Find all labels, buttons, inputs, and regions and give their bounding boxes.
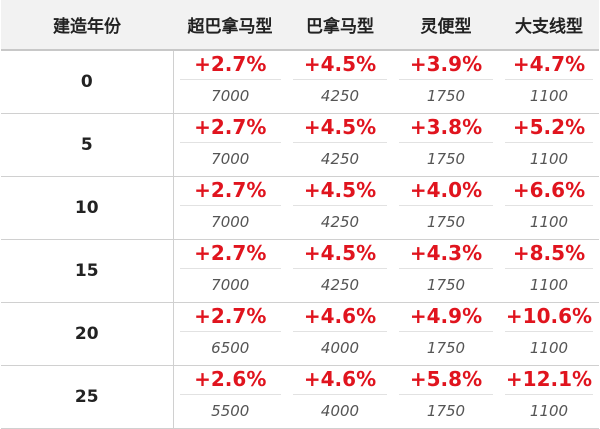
rate-change: +4.9% (399, 303, 493, 332)
rate-value: 6500 (211, 339, 250, 357)
rate-cell: +4.0% 1750 (393, 176, 499, 240)
rate-change: +4.5% (293, 114, 387, 143)
rate-cell: +4.6% 4000 (287, 365, 393, 429)
rate-cell: +2.7% 6500 (173, 302, 287, 366)
rate-change: +4.5% (293, 51, 387, 81)
build-year-cell: 5 (1, 113, 174, 177)
rate-cell: +3.8% 1750 (393, 113, 499, 177)
rate-cell: +2.7% 7000 (173, 50, 287, 114)
header-type-feeder: 大支线型 (499, 0, 599, 51)
rate-cell: +4.5% 4250 (287, 113, 393, 177)
rate-cell: +4.5% 4250 (287, 239, 393, 303)
header-type-post-panamax: 超巴拿马型 (173, 0, 287, 51)
rate-value: 4000 (320, 339, 360, 357)
rate-value: 1100 (529, 276, 569, 294)
rate-value: 7000 (211, 150, 250, 168)
rate-cell: +4.5% 4250 (287, 50, 393, 114)
rate-change: +5.2% (505, 114, 593, 143)
rate-cell: +4.5% 4250 (287, 176, 393, 240)
table-row: 5 +2.7% 7000 +4.5% 4250 +3.8% 1750 +5.2% 110… (1, 113, 599, 177)
table-row: 15 +2.7% 7000 +4.5% 4250 +4.3% 1750 +8.5% 11… (1, 239, 599, 303)
rate-value: 1100 (529, 150, 569, 168)
rate-value: 1100 (529, 402, 569, 420)
rate-value: 5500 (211, 402, 250, 420)
table-row: 0 +2.7% 7000 +4.5% 4250 +3.9% 1750 +4.7% 110… (1, 50, 599, 114)
rate-value: 1100 (529, 87, 569, 106)
rate-change: +3.9% (399, 51, 493, 81)
rate-change: +8.5% (505, 240, 593, 269)
build-year-cell: 10 (1, 176, 174, 240)
header-type-panamax: 巴拿马型 (287, 0, 393, 51)
rate-cell: +2.7% 7000 (173, 176, 287, 240)
rate-change: +4.6% (293, 366, 387, 395)
build-year-cell: 25 (1, 365, 174, 429)
build-year-cell: 0 (1, 50, 174, 114)
rate-change: +2.7% (179, 114, 281, 143)
rate-value: 4250 (320, 87, 360, 106)
rate-cell: +6.6% 1100 (499, 176, 599, 240)
rate-change: +4.5% (293, 240, 387, 269)
header-row: 建造年份 超巴拿马型 巴拿马型 灵便型 大支线型 (1, 0, 599, 51)
rate-change: +2.6% (179, 366, 281, 395)
rate-cell: +5.2% 1100 (499, 113, 599, 177)
rate-change: +4.7% (505, 51, 593, 81)
rate-cell: +5.8% 1750 (393, 365, 499, 429)
header-type-handy: 灵便型 (393, 0, 499, 51)
rate-value: 4250 (320, 276, 360, 294)
rate-value: 1750 (426, 402, 466, 420)
rate-value: 4250 (320, 213, 360, 231)
rate-change: +3.8% (399, 114, 493, 143)
rate-value: 1750 (426, 87, 466, 106)
rate-cell: +8.5% 1100 (499, 239, 599, 303)
table-row: 20 +2.7% 6500 +4.6% 4000 +4.9% 1750 +10.6% 1… (1, 302, 599, 366)
rate-value: 1100 (529, 213, 569, 231)
rate-cell: +3.9% 1750 (393, 50, 499, 114)
rate-value: 1750 (426, 213, 466, 231)
table-row: 10 +2.7% 7000 +4.5% 4250 +4.0% 1750 +6.6% 11… (1, 176, 599, 240)
rate-cell: +4.9% 1750 (393, 302, 499, 366)
rate-value: 7000 (211, 276, 250, 294)
rate-value: 1750 (426, 276, 466, 294)
rate-change: +6.6% (505, 177, 593, 206)
rate-cell: +10.6% 1100 (499, 302, 599, 366)
rate-change: +4.6% (293, 303, 387, 332)
rate-change: +2.7% (179, 51, 281, 81)
build-year-cell: 20 (1, 302, 174, 366)
rate-value: 1750 (426, 339, 466, 357)
rate-change: +2.7% (179, 240, 281, 269)
rate-value: 1750 (426, 150, 466, 168)
rate-change: +5.8% (399, 366, 493, 395)
rate-change: +4.3% (399, 240, 493, 269)
rate-change: +10.6% (505, 303, 593, 332)
rate-value: 4250 (320, 150, 360, 168)
rate-change: +12.1% (505, 366, 593, 395)
build-year-cell: 15 (1, 239, 174, 303)
rate-change: +2.7% (179, 177, 281, 206)
rate-value: 1100 (529, 339, 569, 357)
rate-cell: +2.7% 7000 (173, 113, 287, 177)
rate-cell: +2.7% 7000 (173, 239, 287, 303)
rate-cell: +4.3% 1750 (393, 239, 499, 303)
rate-value: 7000 (211, 213, 250, 231)
rate-value: 4000 (320, 402, 360, 420)
rate-cell: +2.6% 5500 (173, 365, 287, 429)
rate-change: +4.5% (293, 177, 387, 206)
rate-change: +4.0% (399, 177, 493, 206)
header-build-year: 建造年份 (1, 0, 173, 51)
rate-cell: +4.7% 1100 (499, 50, 599, 114)
rate-value: 7000 (211, 87, 250, 106)
table-row: 25 +2.6% 5500 +4.6% 4000 +5.8% 1750 +12.1% 1… (1, 365, 599, 429)
rate-cell: +4.6% 4000 (287, 302, 393, 366)
rate-cell: +12.1% 1100 (499, 365, 599, 429)
rate-change: +2.7% (179, 303, 281, 332)
